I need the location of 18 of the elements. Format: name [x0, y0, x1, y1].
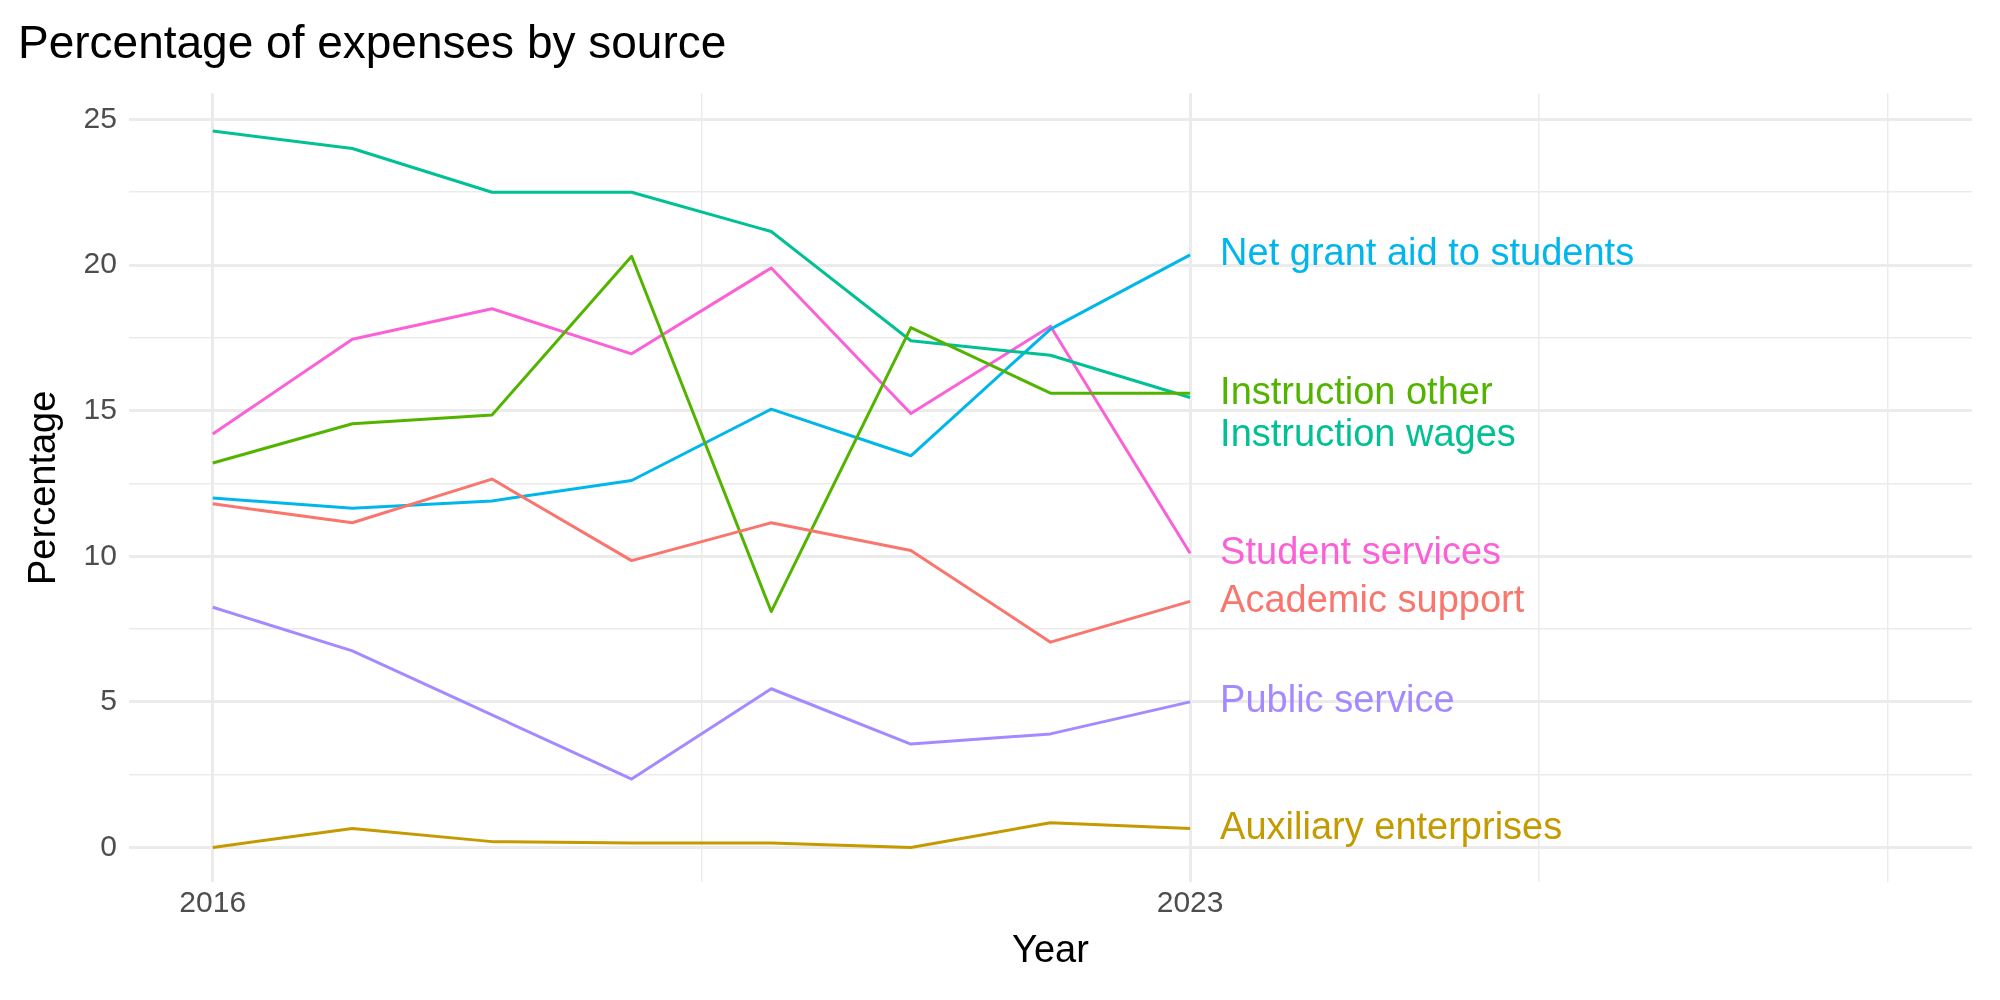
series-label: Academic support [1220, 577, 1525, 620]
series-label: Instruction wages [1220, 411, 1516, 454]
chart-title: Percentage of expenses by source [18, 16, 727, 69]
y-tick-label: 15 [83, 391, 117, 425]
y-axis-title: Percentage [21, 390, 64, 585]
y-tick-label: 5 [100, 683, 117, 717]
x-axis-title: Year [1012, 927, 1090, 970]
series-label: Net grant aid to students [1220, 231, 1635, 274]
y-tick-label: 10 [83, 537, 117, 571]
series-label: Student services [1220, 529, 1502, 572]
series-label: Public service [1220, 678, 1455, 721]
x-tick-label: 2023 [1156, 884, 1224, 918]
x-tick-label: 2016 [179, 884, 247, 918]
y-tick-label: 20 [83, 246, 117, 280]
y-tick-label: 25 [83, 100, 117, 134]
series-label: Auxiliary enterprises [1220, 805, 1563, 848]
y-tick-label: 0 [100, 828, 117, 862]
series-label: Instruction other [1220, 369, 1493, 412]
